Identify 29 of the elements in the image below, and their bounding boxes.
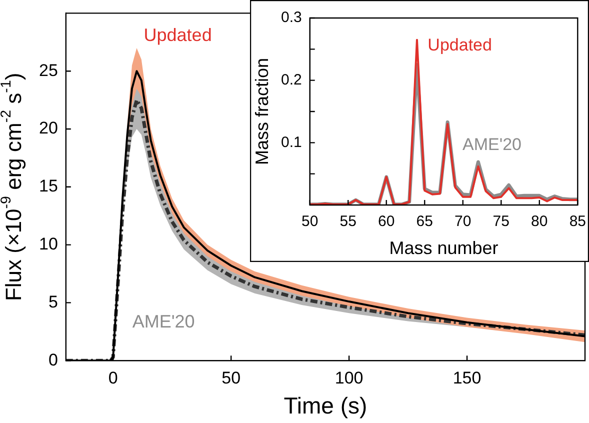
series-label: Updated — [144, 25, 212, 46]
x-tick-label: 70 — [454, 213, 472, 230]
x-tick-label: 0 — [108, 368, 118, 388]
y-tick-label: 0.3 — [280, 9, 302, 26]
y-tick-label: 20 — [38, 118, 58, 138]
x-tick-label: 80 — [531, 213, 548, 230]
series-label: AME'20 — [132, 311, 195, 332]
x-tick-label: 55 — [340, 213, 356, 230]
x-tick-label: 75 — [492, 213, 510, 230]
y-tick-label: 5 — [48, 292, 58, 312]
x-axis-title: Mass number — [389, 238, 498, 258]
x-tick-label: 50 — [222, 368, 241, 388]
x-tick-label: 60 — [378, 213, 395, 230]
y-tick-label: 15 — [38, 176, 58, 196]
series-label: AME'20 — [462, 134, 522, 154]
y-tick-label: 25 — [38, 60, 58, 80]
y-tick-label: 0 — [48, 350, 58, 370]
x-tick-label: 85 — [569, 213, 586, 230]
x-tick-label: 65 — [416, 213, 433, 230]
x-tick-label: 150 — [452, 368, 482, 388]
x-tick-label: 50 — [302, 213, 318, 230]
y-axis-title: Mass fraction — [252, 58, 272, 166]
y-tick-label: 10 — [38, 234, 58, 254]
y-axis-title: Flux (×10-9 erg cm-2 s-1) — [0, 72, 26, 302]
x-axis-title: Time (s) — [284, 392, 368, 419]
series-label: Updated — [428, 36, 492, 55]
x-tick-label: 100 — [334, 368, 364, 388]
y-tick-label: 0.2 — [280, 71, 302, 88]
y-tick-label: 0.1 — [280, 134, 302, 151]
